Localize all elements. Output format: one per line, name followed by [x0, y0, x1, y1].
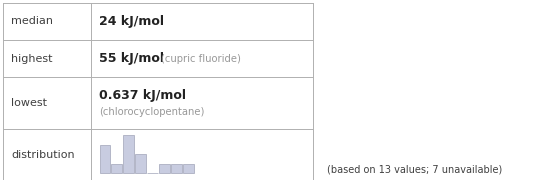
Bar [159, 163, 170, 173]
Bar [135, 154, 146, 173]
Bar [171, 163, 182, 173]
Text: median: median [11, 17, 53, 26]
Bar [182, 163, 193, 173]
Bar [111, 163, 122, 173]
Text: (cupric fluoride): (cupric fluoride) [161, 53, 241, 64]
Text: 24 kJ/mol: 24 kJ/mol [99, 15, 164, 28]
Text: (based on 13 values; 7 unavailable): (based on 13 values; 7 unavailable) [327, 165, 502, 175]
Text: highest: highest [11, 53, 52, 64]
Text: 0.637 kJ/mol: 0.637 kJ/mol [99, 89, 186, 102]
Text: lowest: lowest [11, 98, 47, 108]
Text: distribution: distribution [11, 150, 75, 160]
Text: 55 kJ/mol: 55 kJ/mol [99, 52, 177, 65]
Bar [123, 135, 134, 173]
Text: (chlorocyclopentane): (chlorocyclopentane) [99, 107, 204, 117]
Bar [99, 145, 110, 173]
